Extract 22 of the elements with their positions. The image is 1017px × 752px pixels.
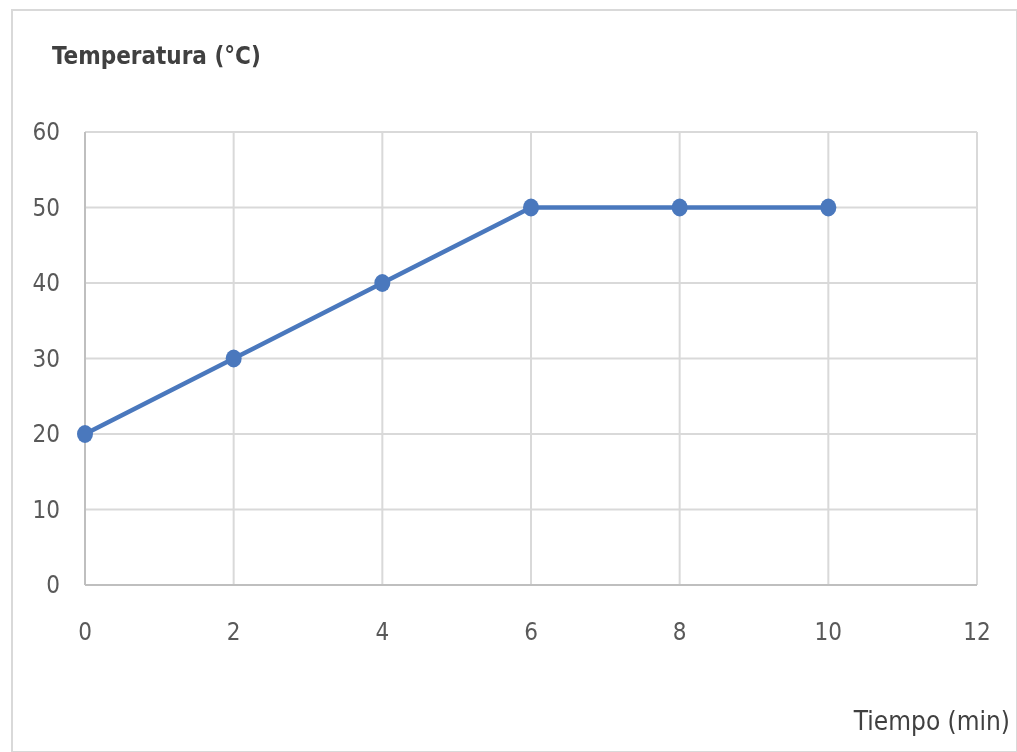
point (225, 349, 242, 368)
y-tick-label: 20 (32, 420, 60, 449)
x-tick-label: 4 (375, 618, 390, 647)
x-tick-label: 12 (963, 618, 991, 647)
x-tick-label: 0 (78, 618, 92, 647)
point (374, 274, 391, 292)
x-axis-title: Tiempo (min) (852, 706, 1010, 736)
y-tick-label: 60 (32, 118, 60, 147)
x-tick-label: 6 (524, 618, 538, 647)
y-axis-title: Temperatura (°C) (52, 42, 261, 70)
x-tick-label: 10 (814, 618, 843, 647)
y-tick-label: 40 (32, 269, 60, 298)
point (671, 198, 688, 217)
point (523, 198, 539, 217)
point (820, 198, 837, 217)
y-tick-label: 10 (32, 495, 60, 524)
y-tick-label: 0 (46, 571, 60, 600)
x-tick-label: 8 (672, 618, 687, 647)
y-tick-label: 30 (32, 344, 60, 373)
y-tick-label: 50 (32, 193, 60, 222)
point (77, 425, 93, 443)
x-tick-label: 2 (226, 618, 241, 647)
